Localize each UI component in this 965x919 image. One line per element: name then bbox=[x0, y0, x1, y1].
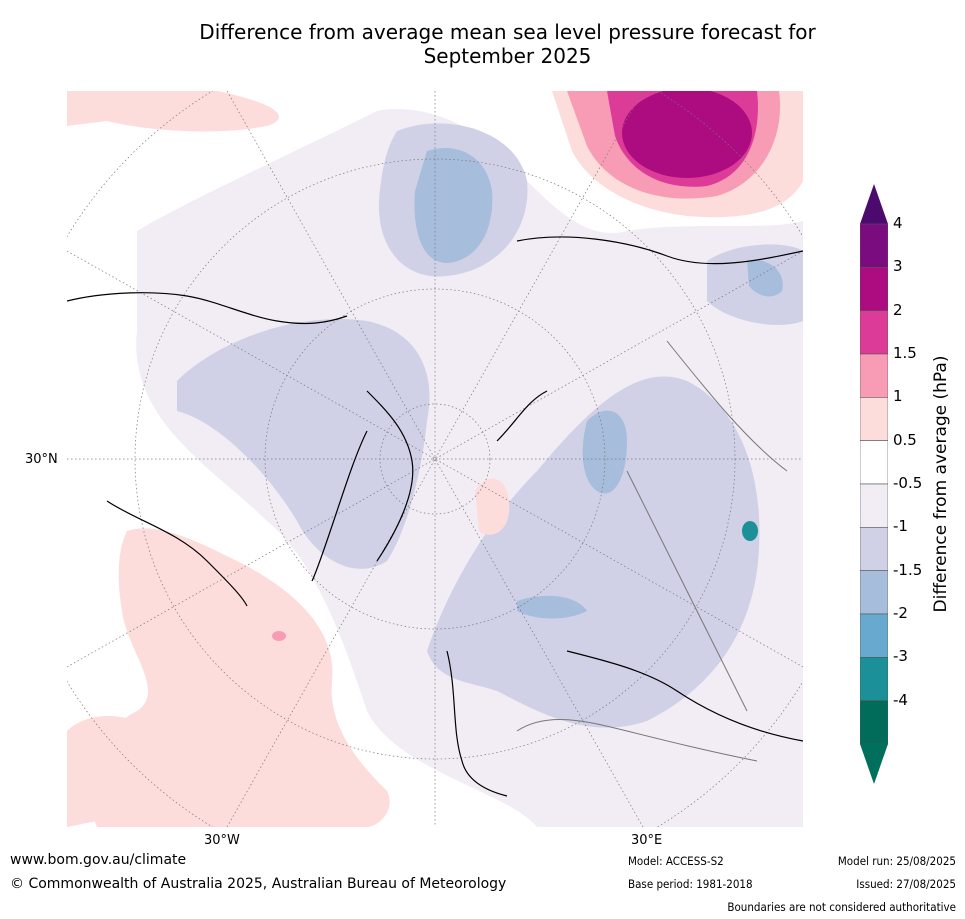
colorbar-tick-label: 0.5 bbox=[893, 430, 917, 449]
colorbar-label: Difference from average (hPa) bbox=[931, 355, 951, 613]
colorbar-segment bbox=[860, 483, 888, 528]
footer-disclaimer: Boundaries are not considered authoritat… bbox=[727, 900, 956, 914]
footer-base-period: Base period: 1981-2018 bbox=[628, 877, 753, 891]
anomaly-strong-negative bbox=[414, 147, 783, 619]
country-borders bbox=[516, 340, 788, 762]
map-panel[interactable] bbox=[67, 91, 803, 827]
lon-label-30e: 30°E bbox=[631, 833, 663, 848]
lon-label-30w: 30°W bbox=[204, 833, 240, 848]
colorbar-segment bbox=[860, 397, 888, 441]
colorbar-tick-label: -1 bbox=[893, 517, 908, 536]
footer-model: Model: ACCESS-S2 bbox=[628, 854, 724, 868]
colorbar-tick-label: -3 bbox=[893, 647, 908, 666]
colorbar-segment bbox=[860, 570, 888, 615]
colorbar-tick-label: -2 bbox=[893, 604, 908, 622]
colorbar-segment bbox=[860, 267, 888, 311]
chart-title: Difference from average mean sea level p… bbox=[50, 20, 965, 68]
colorbar-tick-label: 3 bbox=[893, 257, 903, 276]
colorbar-tick-label: 1 bbox=[893, 387, 903, 406]
colorbar-tick-label: 2 bbox=[893, 300, 903, 319]
title-line-2: September 2025 bbox=[423, 44, 592, 68]
colorbar-segment bbox=[860, 353, 888, 398]
anomaly-positive-atlantic bbox=[67, 478, 510, 827]
anomaly-local-low bbox=[742, 521, 758, 541]
colorbar-tick-label: -0.5 bbox=[893, 474, 923, 492]
anomaly-high-northeast bbox=[552, 91, 803, 218]
pressure-anomaly-map bbox=[67, 91, 803, 827]
footer-model-run: Model run: 25/08/2025 bbox=[837, 854, 956, 868]
anomaly-positive-nw bbox=[67, 91, 279, 132]
footer-copyright: © Commonwealth of Australia 2025, Austra… bbox=[10, 876, 507, 892]
colorbar-segment bbox=[860, 613, 888, 658]
colorbar-tick-label: 4 bbox=[893, 214, 903, 232]
lat-label-30n: 30°N bbox=[25, 452, 58, 467]
colorbar-segment bbox=[860, 527, 888, 571]
colorbar-segment bbox=[860, 310, 888, 355]
footer-issued: Issued: 27/08/2025 bbox=[856, 877, 956, 891]
colorbar bbox=[860, 184, 888, 784]
colorbar-segment bbox=[860, 657, 888, 701]
map-graticule bbox=[67, 91, 803, 827]
coastlines bbox=[67, 236, 803, 797]
colorbar-extend-max bbox=[860, 184, 888, 224]
colorbar-tick-label: -1.5 bbox=[893, 560, 923, 579]
colorbar-segment bbox=[860, 223, 888, 268]
colorbar-segment bbox=[860, 440, 888, 485]
colorbar-extend-min bbox=[860, 744, 888, 784]
colorbar-tick-label: -4 bbox=[893, 690, 908, 709]
colorbar-tick-label: 1.5 bbox=[893, 344, 917, 362]
footer-url[interactable]: www.bom.gov.au/climate bbox=[10, 852, 187, 868]
title-line-1: Difference from average mean sea level p… bbox=[199, 20, 816, 44]
colorbar-segment bbox=[860, 700, 888, 745]
anomaly-moderate-negative bbox=[177, 123, 803, 728]
